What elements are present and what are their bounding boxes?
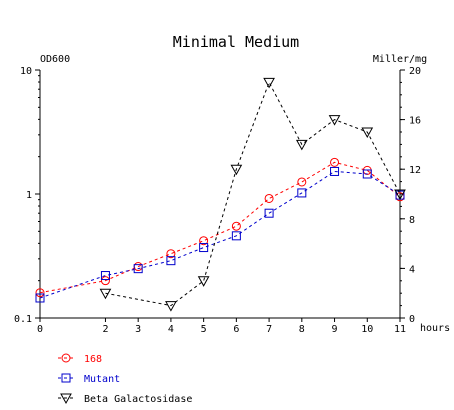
- data-point: [330, 166, 340, 176]
- series-line: [105, 81, 401, 307]
- data-point: [35, 288, 45, 298]
- data-point: [328, 115, 341, 126]
- data-point: [199, 243, 209, 253]
- legend-label: Mutant: [84, 374, 120, 385]
- data-point: [362, 169, 372, 179]
- legend-marker: [61, 353, 71, 363]
- x-tick-label: 7: [266, 324, 272, 335]
- series-layer: [35, 77, 406, 312]
- x-tick-label: 0: [37, 324, 43, 335]
- data-point: [133, 264, 143, 274]
- data-point: [166, 256, 176, 266]
- axes: 0 2 3 4 5 6 7 8 9 10 11 0.1 1 10 0 4 8 12 16 20: [14, 66, 421, 335]
- right-axis-unit: Miller/mg: [373, 54, 427, 65]
- right-tick-label: 12: [409, 165, 421, 176]
- right-tick-label: 0: [409, 314, 415, 325]
- data-point: [100, 276, 110, 286]
- left-tick-label: 1: [26, 190, 32, 201]
- series-mutant: [35, 166, 405, 303]
- data-point: [264, 208, 274, 218]
- data-point: [199, 236, 209, 246]
- right-tick-label: 4: [409, 264, 415, 275]
- legend-label: Beta Galactosidase: [84, 394, 192, 405]
- right-tick-label: 8: [409, 215, 415, 226]
- x-tick-label: 9: [332, 324, 338, 335]
- data-point: [330, 157, 340, 167]
- data-point: [231, 221, 241, 231]
- left-axis-unit: OD600: [40, 54, 70, 65]
- data-point: [394, 189, 406, 201]
- data-point: [35, 293, 45, 303]
- data-point: [295, 139, 308, 151]
- legend-marker: [60, 393, 72, 405]
- data-point: [297, 188, 307, 198]
- legend-marker: [61, 373, 71, 383]
- data-point: [100, 271, 110, 281]
- data-point: [166, 249, 176, 259]
- data-point: [231, 231, 241, 241]
- data-point: [361, 127, 374, 139]
- x-tick-label: 5: [201, 324, 207, 335]
- legend: 168 Mutant Beta Galactosidase: [58, 353, 192, 405]
- left-tick-label: 10: [20, 66, 32, 77]
- chart-title: Minimal Medium: [173, 33, 299, 51]
- series-beta-galactosidase: [99, 77, 406, 312]
- series-line: [39, 170, 401, 299]
- data-point: [197, 276, 210, 287]
- data-point: [165, 301, 177, 312]
- x-tick-label: 4: [168, 324, 174, 335]
- x-tick-label: 2: [102, 324, 108, 335]
- right-tick-label: 20: [409, 66, 421, 77]
- x-tick-label: 6: [233, 324, 239, 335]
- series-168: [35, 157, 405, 298]
- left-tick-label: 0.1: [14, 314, 32, 325]
- x-tick-label: 8: [299, 324, 305, 335]
- x-tick-label: 10: [361, 324, 373, 335]
- legend-label: 168: [84, 354, 102, 365]
- data-point: [99, 288, 112, 300]
- data-point: [297, 177, 307, 187]
- x-axis-unit: hours: [420, 323, 450, 334]
- x-tick-label: 11: [394, 324, 406, 335]
- x-tick-label: 3: [135, 324, 141, 335]
- data-point: [263, 77, 275, 89]
- data-point: [264, 193, 274, 203]
- right-tick-label: 16: [409, 116, 421, 127]
- data-point: [230, 164, 243, 176]
- series-line: [39, 161, 401, 294]
